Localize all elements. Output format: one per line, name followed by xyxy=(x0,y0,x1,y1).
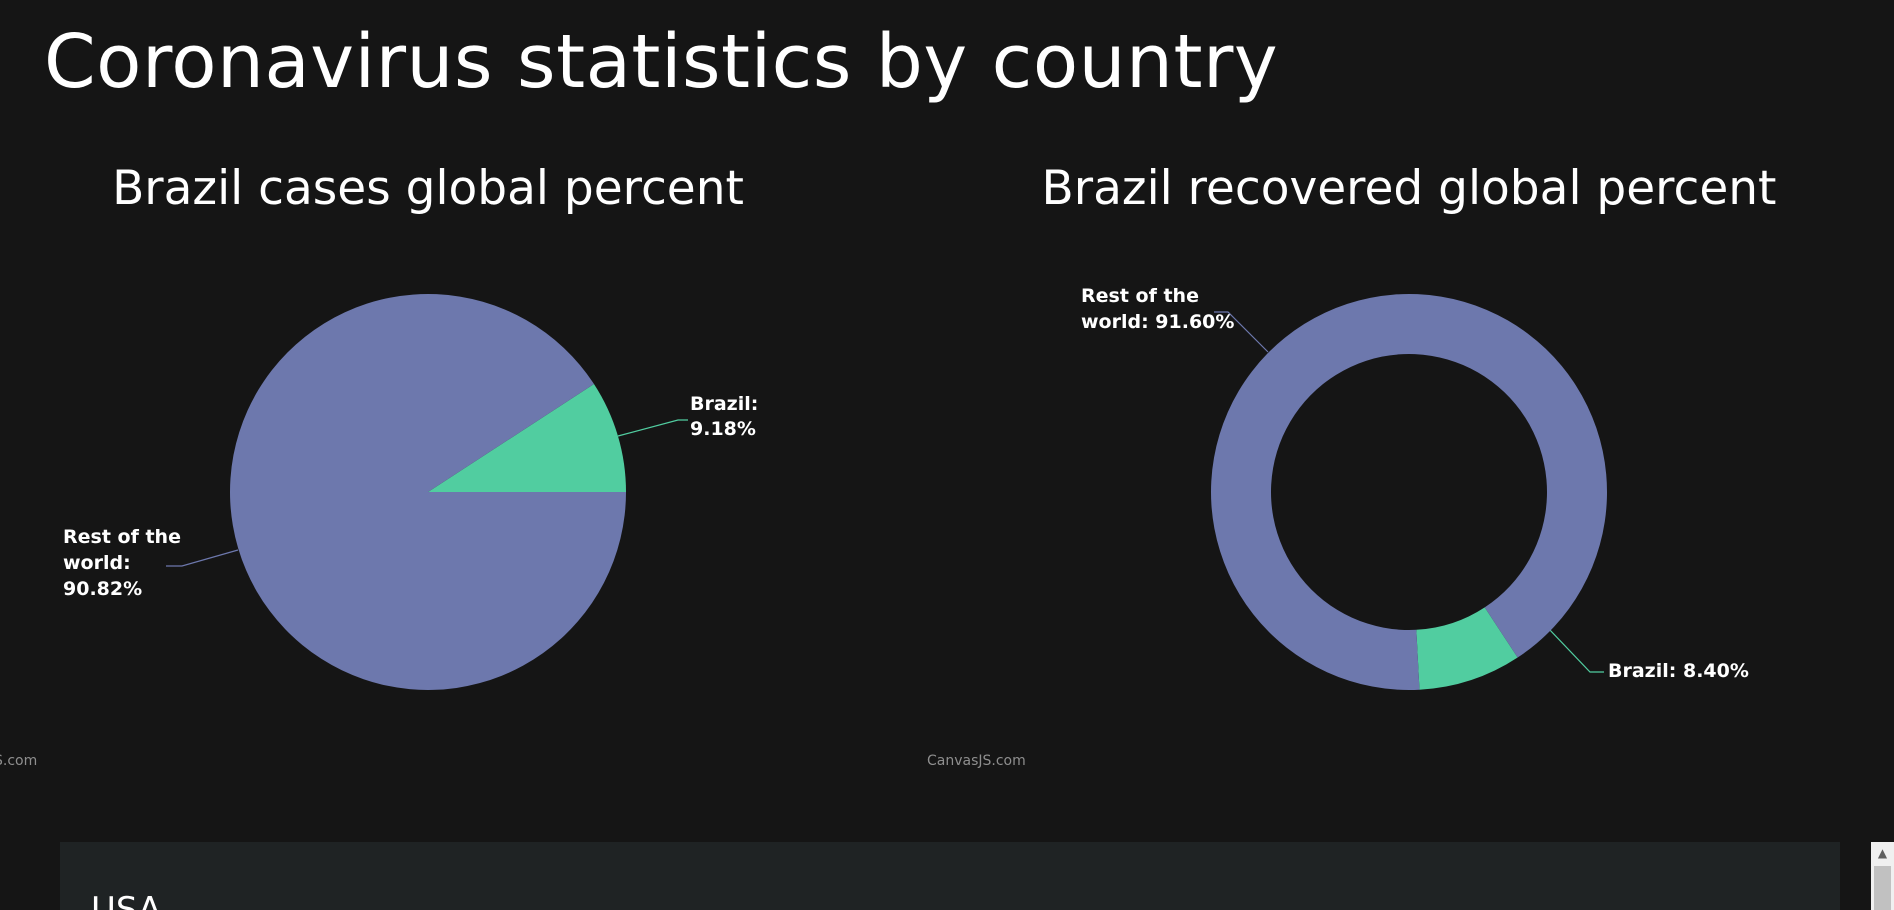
slice-label-cases-brazil: Brazil: 9.18% xyxy=(690,393,758,440)
vertical-scrollbar[interactable]: ▲ xyxy=(1871,842,1894,910)
slice-label-recovered-rest-of-the-world: Rest of the world: 91.60% xyxy=(1081,285,1234,333)
country-section-card: USA xyxy=(60,842,1840,910)
slice-recovered-rest-of-the-world xyxy=(1211,293,1608,690)
canvasjs-credit-left[interactable]: S.com xyxy=(0,753,38,769)
slice-label-cases-rest-of-the-world: Rest of the world: 90.82% xyxy=(63,526,181,600)
slice-cases-brazil xyxy=(428,384,626,492)
slice-label-recovered-brazil: Brazil: 8.40% xyxy=(1608,660,1749,682)
leader-line-cases-brazil xyxy=(617,419,688,437)
canvasjs-credit-middle[interactable]: CanvasJS.com xyxy=(927,753,1026,769)
leader-line-cases-rest-of-the-world xyxy=(166,549,239,567)
charts-canvas: Brazil cases global percent Brazil: 9.18% R… xyxy=(63,161,1777,690)
page-title: Coronavirus statistics by country xyxy=(44,19,1279,105)
slice-recovered-brazil xyxy=(1416,607,1518,690)
scroll-up-arrow-icon[interactable]: ▲ xyxy=(1877,846,1888,860)
country-section-title: USA xyxy=(91,890,162,910)
slice-cases-rest-of-the-world xyxy=(230,293,626,690)
scrollbar-thumb[interactable] xyxy=(1874,866,1891,910)
leader-line-recovered-rest-of-the-world xyxy=(1214,311,1269,353)
chart-title-recovered: Brazil recovered global percent xyxy=(1042,161,1777,216)
leader-line-recovered-brazil xyxy=(1547,627,1604,673)
chart-title-cases: Brazil cases global percent xyxy=(112,161,744,216)
